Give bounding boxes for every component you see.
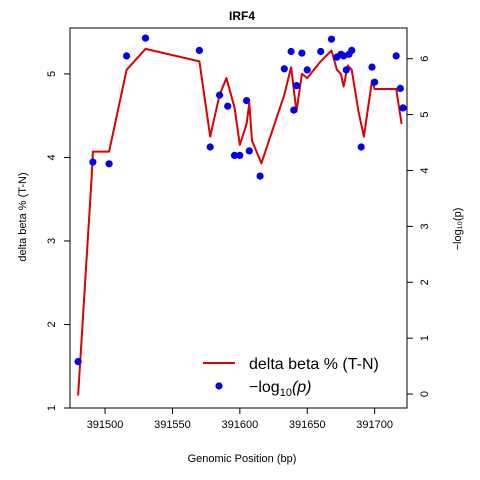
y-tick-label: 1 (46, 405, 58, 411)
neg-log10-p-point (304, 66, 311, 73)
y2-tick-label: 2 (419, 279, 431, 285)
neg-log10-p-point (397, 85, 404, 92)
neg-log10-p-point (399, 104, 406, 111)
x-tick-label: 391500 (87, 419, 124, 431)
neg-log10-p-point (281, 65, 288, 72)
x-tick-label: 391550 (154, 419, 191, 431)
neg-log10-p-point (243, 97, 250, 104)
x-tick-label: 391600 (221, 419, 258, 431)
x-axis: 391500 391550 391600 391650 391700 (87, 408, 393, 431)
neg-log10-p-point (371, 79, 378, 86)
x-tick-label: 391700 (356, 419, 393, 431)
neg-log10-p-point (196, 47, 203, 54)
y2-tick-label: 3 (419, 223, 431, 229)
y-tick-label: 2 (46, 321, 58, 327)
neg-log10-p-point (290, 107, 297, 114)
delta-beta-line (78, 49, 402, 396)
series-delta-beta (78, 49, 402, 396)
y-tick-label: 4 (46, 154, 58, 160)
y2-tick-label: 4 (419, 167, 431, 173)
y2-axis-title: −log₁₀(p) (452, 208, 464, 251)
neg-log10-p-point (343, 66, 350, 73)
legend-point-label: −log10(p) (249, 379, 312, 399)
legend-line-label: delta beta % (T-N) (249, 356, 379, 373)
x-tick-label: 391650 (289, 419, 326, 431)
neg-log10-p-point (123, 52, 130, 59)
legend-point-swatch (215, 382, 222, 389)
y-tick-label: 5 (46, 71, 58, 77)
neg-log10-p-point (207, 143, 214, 150)
neg-log10-p-point (106, 160, 113, 167)
y2-tick-label: 5 (419, 112, 431, 118)
neg-log10-p-point (368, 64, 375, 71)
legend: delta beta % (T-N) −log10(p) (203, 356, 379, 399)
x-axis-title: Genomic Position (bp) (188, 453, 297, 465)
chart-title: IRF4 (229, 9, 255, 23)
neg-log10-p-point (288, 48, 295, 55)
legend-point-label-sub: 10 (280, 387, 292, 399)
neg-log10-p-point (293, 82, 300, 89)
neg-log10-p-point (75, 358, 82, 365)
y-axis: 1 2 3 4 5 (46, 71, 70, 411)
plot-frame (70, 28, 407, 408)
y2-tick-label: 1 (419, 335, 431, 341)
y-axis-title: delta beta % (T-N) (17, 172, 29, 261)
neg-log10-p-point (257, 173, 264, 180)
y-tick-label: 3 (46, 238, 58, 244)
neg-log10-p-point (348, 47, 355, 54)
legend-point-label-suffix: (p) (292, 379, 312, 396)
neg-log10-p-point (89, 159, 96, 166)
neg-log10-p-point (216, 92, 223, 99)
legend-point-label-prefix: −log (249, 379, 280, 396)
neg-log10-p-point (142, 35, 149, 42)
neg-log10-p-point (358, 143, 365, 150)
neg-log10-p-point (236, 152, 243, 159)
neg-log10-p-point (224, 103, 231, 110)
y2-tick-label: 0 (419, 391, 431, 397)
neg-log10-p-point (393, 52, 400, 59)
neg-log10-p-point (246, 147, 253, 154)
y2-tick-label: 6 (419, 56, 431, 62)
neg-log10-p-point (328, 36, 335, 43)
y2-axis: 0 1 2 3 4 5 6 (407, 56, 431, 397)
neg-log10-p-point (317, 48, 324, 55)
neg-log10-p-point (298, 50, 305, 57)
